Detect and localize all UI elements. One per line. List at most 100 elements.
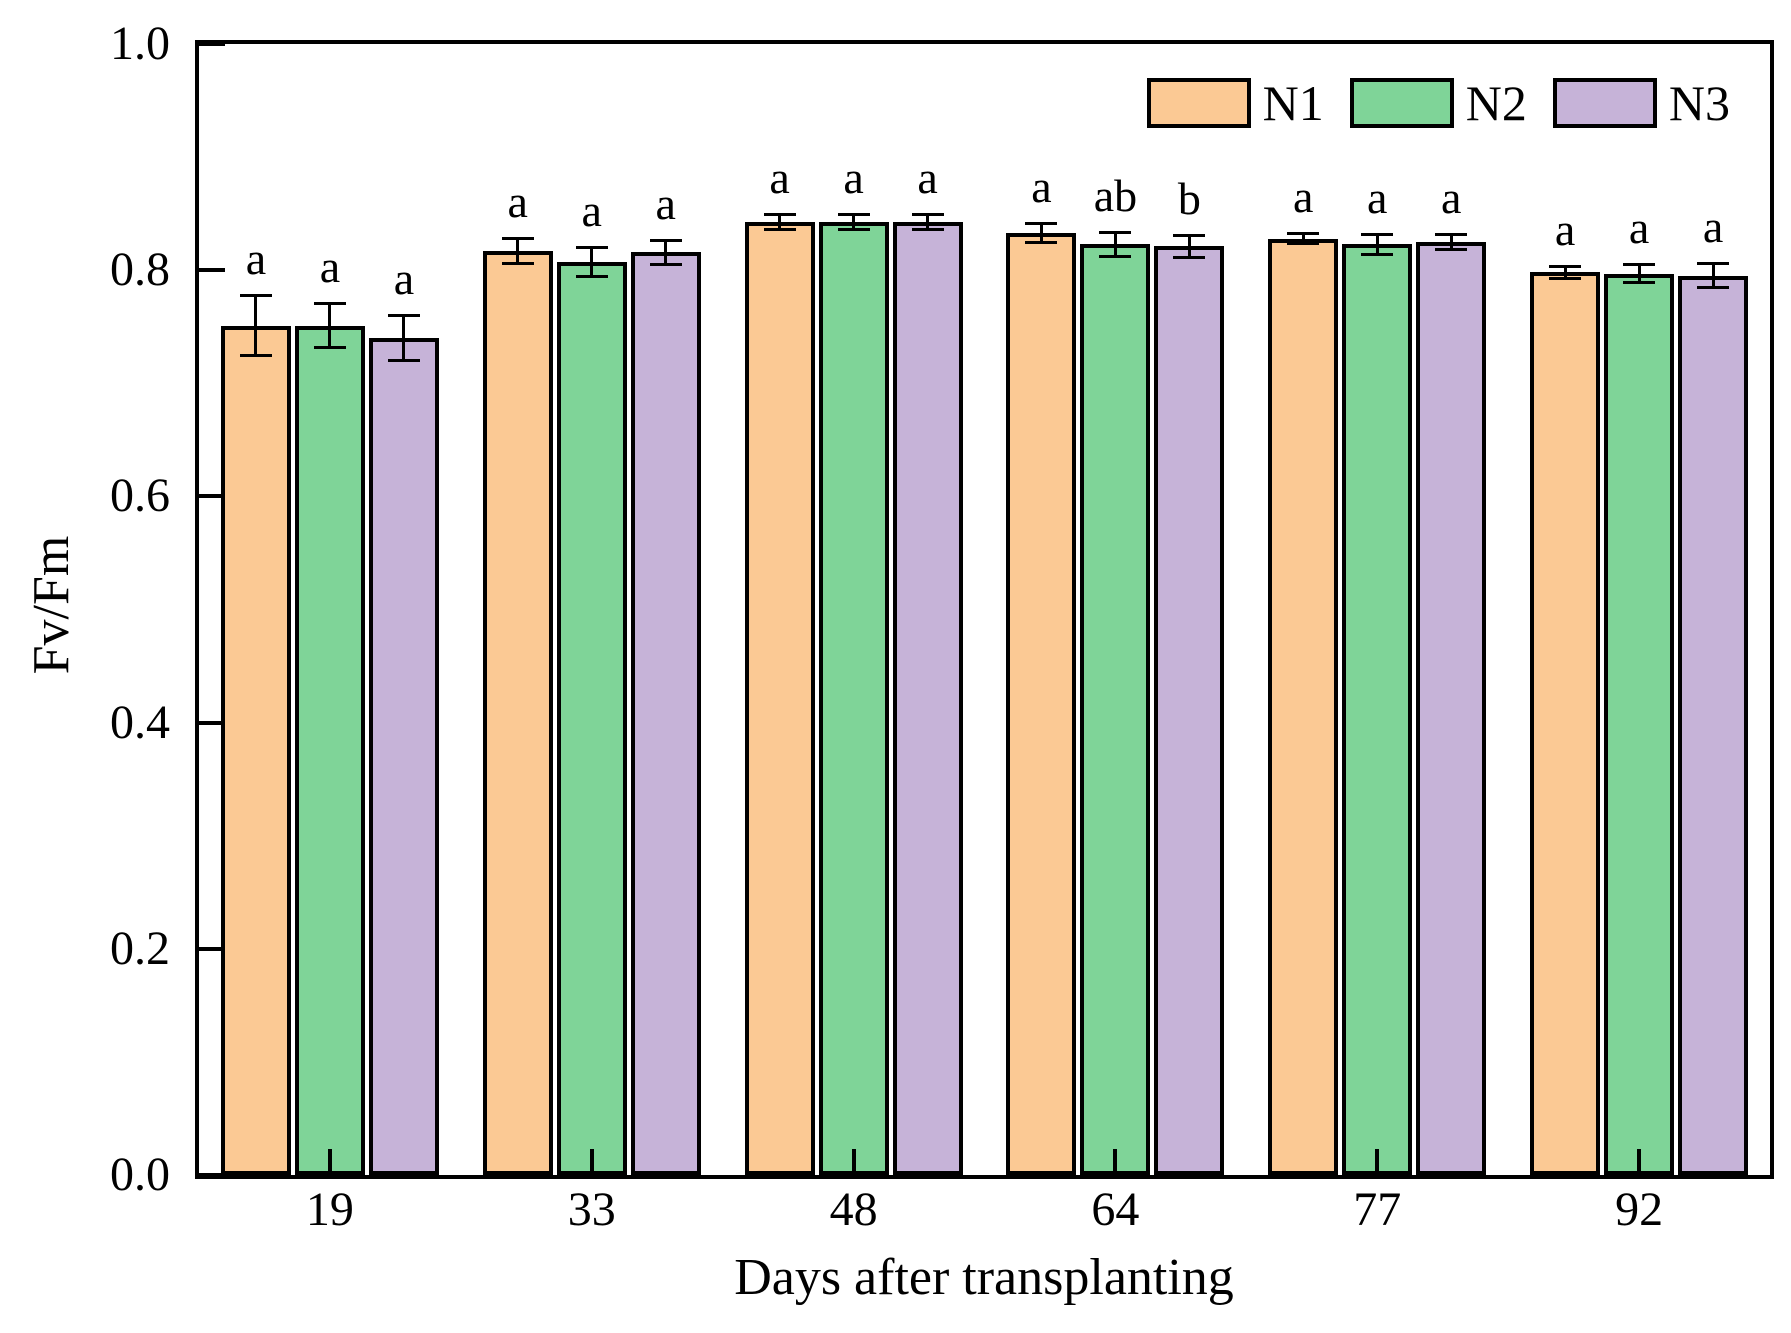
error-bar-cap-bottom: [387, 358, 420, 362]
error-bar-N3-day64: [1173, 234, 1206, 259]
error-bar-N3-day33: [649, 238, 682, 266]
error-bar-cap-top: [387, 314, 420, 318]
bar-N1-day48: [744, 221, 815, 1175]
y-axis-tick: [199, 1173, 225, 1177]
bar-N1-day64: [1006, 232, 1077, 1175]
bar-N2-day33: [556, 262, 627, 1175]
error-bar-N1-day48: [763, 212, 796, 231]
bar-N3-day19: [368, 338, 439, 1175]
legend-item-N1: N1: [1146, 75, 1324, 131]
significance-letter-N2-day48: a: [843, 151, 864, 203]
error-bar-N1-day77: [1287, 231, 1320, 246]
error-bar-line: [328, 301, 332, 350]
error-bar-cap-top: [1287, 231, 1320, 235]
x-axis-tick: [851, 1149, 856, 1175]
error-bar-cap-bottom: [1361, 252, 1394, 256]
error-bar-cap-top: [1173, 234, 1206, 238]
error-bar-line: [590, 246, 594, 279]
bar-N2-day77: [1342, 244, 1413, 1175]
x-tick-label: 92: [1615, 1183, 1664, 1236]
bar-N3-day33: [630, 252, 701, 1175]
y-axis-tick: [199, 720, 225, 725]
significance-letter-N1-day33: a: [507, 176, 528, 228]
error-bar-line: [926, 212, 930, 231]
error-bar-cap-top: [575, 246, 608, 250]
error-bar-N2-day77: [1361, 232, 1394, 256]
x-tick-label: 48: [829, 1183, 878, 1236]
error-bar-cap-top: [313, 301, 346, 305]
significance-letter-N2-day77: a: [1367, 171, 1388, 223]
y-tick-label: 0.2: [110, 921, 170, 975]
x-tick-label: 77: [1353, 1183, 1402, 1236]
error-bar-line: [1711, 262, 1715, 290]
bar-N1-day92: [1530, 272, 1601, 1175]
error-bar-cap-bottom: [1173, 255, 1206, 259]
error-bar-cap-top: [837, 212, 870, 216]
error-bar-line: [254, 293, 258, 358]
legend-label-N3: N3: [1668, 75, 1730, 131]
error-bar-N3-day77: [1435, 232, 1468, 251]
error-bar-cap-bottom: [911, 227, 944, 231]
error-bar-line: [1301, 231, 1305, 246]
error-bar-cap-bottom: [1025, 241, 1058, 245]
error-bar-cap-bottom: [837, 227, 870, 231]
x-tick-label: 33: [567, 1183, 616, 1236]
error-bar-cap-top: [1623, 263, 1656, 267]
plot-area: a a a a a a a a a a ab b a a a a a a N1 N2 N3: [195, 40, 1774, 1179]
error-bar-cap-top: [649, 238, 682, 242]
y-tick-label: 0.8: [110, 243, 170, 297]
significance-letter-N2-day92: a: [1628, 202, 1650, 254]
significance-letter-N1-day77: a: [1293, 170, 1314, 222]
x-axis-tick: [1375, 1149, 1380, 1175]
significance-letter-N3-day77: a: [1441, 171, 1462, 223]
error-bar-cap-bottom: [1099, 254, 1132, 258]
bar-N2-day48: [818, 221, 889, 1175]
error-bar-line: [852, 212, 856, 231]
significance-letter-N1-day64: a: [1031, 160, 1052, 212]
error-bar-line: [778, 212, 782, 231]
error-bar-line: [1637, 263, 1641, 284]
bars-layer: a a a a a a a a a a ab b a a a a a a: [199, 42, 1770, 1177]
error-bar-cap-top: [1025, 221, 1058, 225]
x-axis-tick: [1113, 1149, 1118, 1175]
legend-swatch-N2: [1349, 78, 1454, 128]
error-bar-cap-bottom: [1623, 280, 1656, 284]
error-bar-cap-top: [1361, 232, 1394, 236]
error-bar-cap-top: [911, 212, 944, 216]
error-bar-N1-day64: [1025, 221, 1058, 245]
error-bar-cap-top: [763, 212, 796, 216]
error-bar-cap-bottom: [501, 261, 534, 265]
bar-N2-day64: [1080, 244, 1151, 1175]
significance-letter-N3-day92: a: [1702, 201, 1724, 253]
bar-N1-day77: [1268, 238, 1339, 1175]
error-bar-line: [664, 238, 668, 266]
error-bar-cap-top: [1435, 232, 1468, 236]
error-bar-cap-bottom: [1549, 277, 1582, 281]
error-bar-cap-bottom: [649, 262, 682, 266]
error-bar-line: [516, 237, 520, 265]
y-axis-tick-labels: 0.0 0.2 0.4 0.6 0.8 1.0: [0, 20, 170, 1199]
y-axis-tick: [199, 268, 225, 273]
error-bar-line: [1039, 221, 1043, 245]
bar-N1-day33: [482, 250, 553, 1175]
error-bar-cap-top: [501, 237, 534, 241]
bar-N3-day77: [1416, 241, 1487, 1175]
legend: N1 N2 N3: [1146, 75, 1730, 131]
legend-label-N2: N2: [1465, 75, 1527, 131]
error-bar-line: [1187, 234, 1191, 259]
y-axis-tick: [199, 42, 225, 46]
error-bar-N1-day19: [239, 293, 272, 358]
error-bar-N2-day48: [837, 212, 870, 231]
bar-N3-day64: [1154, 246, 1225, 1175]
error-bar-cap-bottom: [1435, 247, 1468, 251]
legend-item-N2: N2: [1349, 75, 1527, 131]
x-axis-tick-labels: 19 33 48 64 77 92: [199, 1186, 1770, 1246]
y-axis-tick: [199, 494, 225, 499]
error-bar-N3-day92: [1697, 262, 1730, 290]
error-bar-cap-bottom: [575, 275, 608, 279]
error-bar-cap-top: [1549, 264, 1582, 268]
legend-label-N1: N1: [1262, 75, 1324, 131]
error-bar-line: [1113, 230, 1117, 258]
error-bar-cap-bottom: [313, 346, 346, 350]
